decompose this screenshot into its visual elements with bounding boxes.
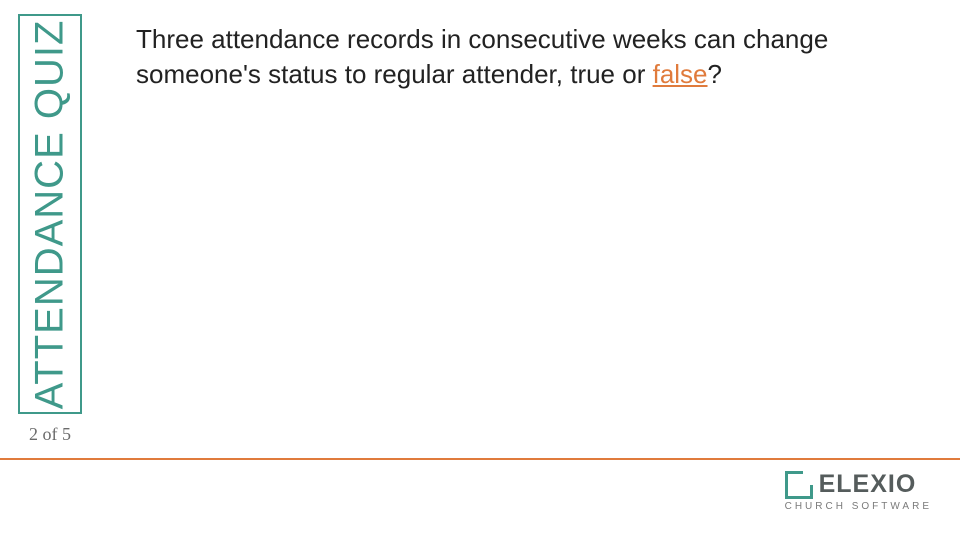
answer-highlight: false — [653, 59, 708, 89]
logo-wordmark: ELEXIO — [819, 470, 917, 499]
slide-title: ATTENDANCE QUIZ — [28, 19, 73, 409]
logo-mark-icon — [785, 471, 813, 499]
quiz-question: Three attendance records in consecutive … — [136, 22, 930, 92]
question-punct: ? — [708, 59, 722, 89]
brand-logo: ELEXIO CHURCH SOFTWARE — [785, 470, 932, 512]
divider-line — [0, 458, 960, 460]
logo-subtitle: CHURCH SOFTWARE — [785, 501, 932, 512]
title-box: ATTENDANCE QUIZ — [18, 14, 82, 414]
slide: ATTENDANCE QUIZ 2 of 5 Three attendance … — [0, 0, 960, 540]
logo-row: ELEXIO — [785, 470, 932, 499]
logo-mark-inner-icon — [803, 471, 813, 485]
question-text: Three attendance records in consecutive … — [136, 24, 828, 89]
page-indicator: 2 of 5 — [18, 424, 82, 445]
